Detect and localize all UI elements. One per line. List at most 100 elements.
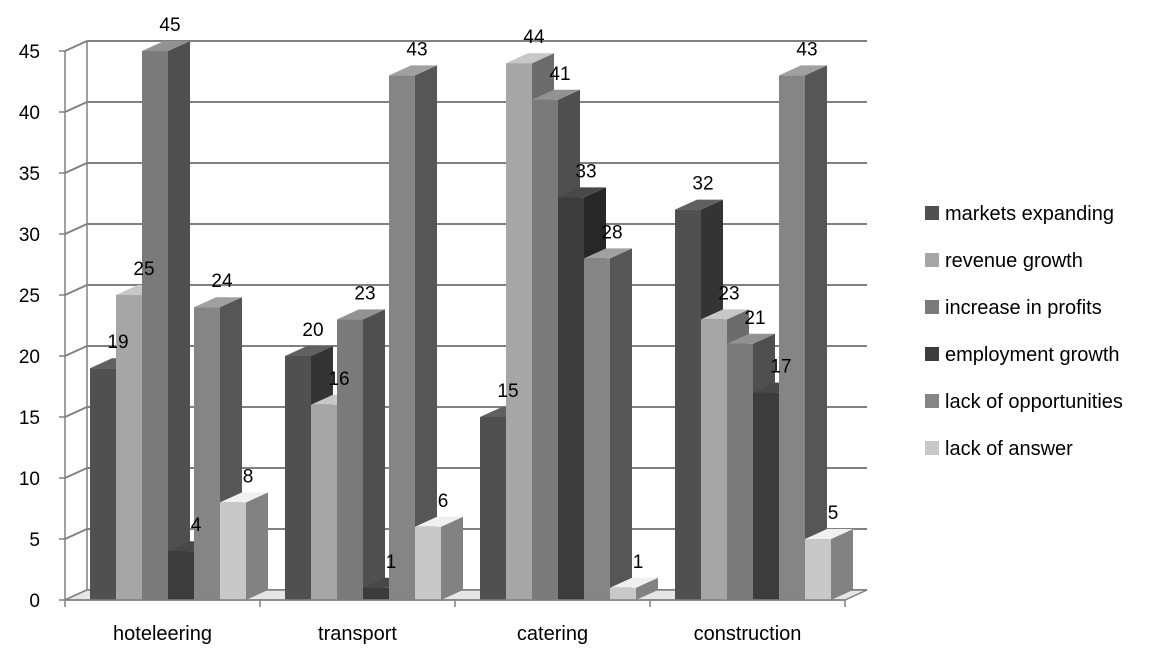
bar-top: [558, 187, 606, 198]
data-label: 17: [770, 357, 791, 378]
bar-top: [389, 65, 437, 76]
data-label: 28: [601, 222, 622, 243]
bar-side: [246, 492, 268, 600]
legend-label: markets expanding: [945, 203, 1114, 225]
bar-front: [584, 258, 610, 600]
y-tick-label: 25: [19, 286, 40, 307]
bar-front: [506, 63, 532, 600]
bar: [415, 516, 463, 600]
legend-item: markets expanding: [925, 203, 1114, 225]
bar-front: [389, 75, 415, 600]
data-label: 8: [243, 466, 254, 487]
bar-front: [701, 319, 727, 600]
bar-top: [675, 199, 723, 210]
x-tick-label: construction: [694, 623, 802, 645]
legend-label: employment growth: [945, 344, 1120, 366]
bar-side: [831, 529, 853, 600]
y-tick-label: 10: [19, 469, 40, 490]
bar-front: [311, 404, 337, 600]
bar-front: [194, 307, 220, 600]
bar-top: [610, 577, 658, 588]
bar-top: [220, 492, 268, 503]
gridline-side: [64, 40, 88, 52]
gridline-side: [64, 406, 88, 418]
bar-top: [584, 248, 632, 259]
bar-top: [727, 333, 775, 344]
bar-side: [805, 65, 827, 600]
gridline-side: [64, 345, 88, 357]
gridline-side: [64, 528, 88, 540]
y-tick-label: 45: [19, 42, 40, 63]
data-label: 6: [438, 491, 449, 512]
legend-label: increase in profits: [945, 297, 1102, 319]
data-label: 41: [549, 64, 570, 85]
bar: [805, 529, 853, 600]
bar-top: [805, 529, 853, 539]
gridline-side: [64, 223, 88, 235]
legend-swatch: [925, 394, 939, 408]
data-label: 24: [211, 271, 233, 292]
legend-item: lack of answer: [925, 438, 1073, 460]
bar-top: [415, 516, 463, 527]
bar-side: [636, 577, 658, 600]
y-tick-label: 40: [19, 103, 40, 124]
bar-front: [753, 392, 779, 600]
bar: [389, 65, 437, 600]
y-tick-label: 15: [19, 408, 40, 429]
data-labels-layer: 1920153225164423452341214133172443284386…: [107, 15, 838, 573]
gridline-side: [64, 284, 88, 296]
bar-front: [779, 75, 805, 600]
legend-item: increase in profits: [925, 297, 1102, 319]
data-label: 16: [328, 369, 349, 390]
data-label: 21: [744, 308, 765, 329]
data-label: 45: [159, 15, 180, 36]
bar-front: [142, 51, 168, 600]
data-label: 43: [406, 39, 427, 60]
x-tick-label: catering: [517, 623, 588, 645]
data-label: 15: [497, 381, 518, 402]
data-label: 4: [191, 515, 202, 536]
bar-top: [506, 53, 554, 64]
data-label: 23: [354, 283, 375, 304]
data-label: 1: [386, 552, 397, 573]
bar-front: [363, 587, 389, 600]
data-label: 44: [523, 27, 545, 48]
data-label: 23: [718, 283, 739, 304]
y-tick-label: 0: [29, 591, 40, 612]
legend-swatch: [925, 347, 939, 361]
x-tick-label: transport: [318, 623, 397, 645]
bar: [337, 309, 385, 600]
data-label: 25: [133, 259, 154, 280]
bar-front: [805, 539, 831, 600]
y-tick-label: 5: [29, 530, 40, 551]
data-label: 19: [107, 332, 128, 353]
bar-front: [90, 368, 116, 600]
gridline-side: [64, 101, 88, 113]
bar-front: [337, 319, 363, 600]
bar-top: [194, 297, 242, 308]
bar-side: [168, 41, 190, 600]
bar: [584, 248, 632, 600]
bar-front: [116, 295, 142, 600]
bar: [220, 492, 268, 600]
legend-swatch: [925, 206, 939, 220]
legend-label: revenue growth: [945, 250, 1083, 272]
bar-front: [610, 587, 636, 600]
bar-front: [532, 99, 558, 601]
bar-front: [558, 197, 584, 600]
y-tick-label: 35: [19, 164, 40, 185]
bar-front: [220, 502, 246, 600]
bar-side: [441, 516, 463, 600]
bar-side: [415, 65, 437, 600]
legend-label: lack of opportunities: [945, 391, 1123, 413]
bar-top: [701, 309, 749, 320]
data-label: 43: [796, 39, 817, 60]
x-tick-label: hoteleering: [113, 623, 212, 645]
bar-top: [142, 41, 190, 51]
bar-front: [285, 356, 311, 600]
y-tick-label: 30: [19, 225, 40, 246]
bar: [610, 577, 658, 600]
legend: markets expanding revenue growth increase …: [925, 203, 1123, 460]
legend-item: revenue growth: [925, 250, 1083, 272]
